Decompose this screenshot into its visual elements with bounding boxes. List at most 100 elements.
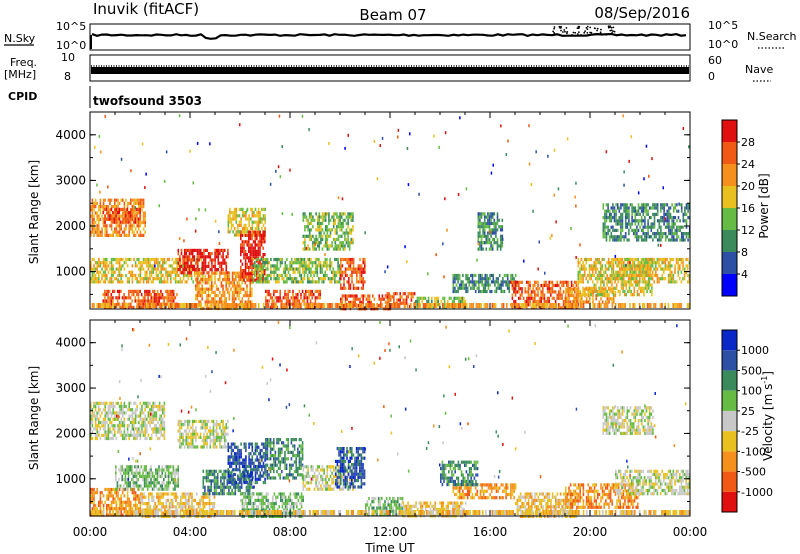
heatmap-cell	[259, 217, 262, 221]
heatmap-cell	[405, 298, 408, 302]
heatmap-cell	[562, 299, 565, 304]
heatmap-cell	[246, 209, 248, 213]
heatmap-cell	[571, 303, 574, 308]
heatmap-cell	[266, 299, 269, 303]
heatmap-cell	[107, 293, 109, 297]
heatmap-cell	[477, 247, 480, 251]
heatmap-cell	[236, 294, 239, 298]
heatmap-cell	[458, 303, 460, 308]
heatmap-cell	[110, 207, 113, 211]
heatmap-cell	[295, 293, 297, 297]
heatmap-cell	[232, 223, 234, 227]
heatmap-cell	[134, 217, 137, 221]
heatmap-cell	[477, 215, 480, 219]
heatmap-cell	[350, 228, 353, 232]
heatmap-cell	[663, 206, 665, 210]
heatmap-cell	[117, 261, 119, 265]
heatmap-cell	[115, 227, 118, 231]
heatmap-cell	[340, 215, 343, 219]
heatmap-cell	[163, 280, 166, 284]
heatmap-cell	[154, 264, 156, 268]
heatmap-cell	[90, 261, 92, 265]
heatmap-cell	[452, 280, 455, 284]
heatmap-cell	[638, 283, 640, 287]
heatmap-cell	[438, 145, 440, 149]
heatmap-cell	[632, 261, 635, 265]
heatmap-cell	[317, 296, 320, 300]
heatmap-cell	[687, 203, 689, 207]
heatmap-cell	[629, 280, 631, 284]
heatmap-cell	[295, 267, 298, 271]
heatmap-cell	[499, 237, 502, 242]
heatmap-cell	[251, 237, 253, 241]
heatmap-cell	[248, 240, 250, 244]
heatmap-cell	[155, 261, 158, 265]
heatmap-cell	[476, 286, 479, 290]
heatmap-cell	[96, 227, 98, 231]
heatmap-cell	[638, 270, 640, 274]
heatmap-cell	[90, 408, 92, 412]
heatmap-cell	[660, 232, 662, 236]
heatmap-cell	[262, 240, 264, 244]
heatmap-cell	[196, 271, 199, 275]
heatmap-cell	[644, 209, 646, 213]
heatmap-cell	[253, 220, 255, 224]
heatmap-cell	[344, 286, 347, 290]
heatmap-cell	[368, 303, 370, 308]
heatmap-cell	[219, 306, 221, 310]
heatmap-cell	[338, 270, 341, 274]
heatmap-cell	[298, 257, 301, 262]
heatmap-cell	[122, 273, 124, 278]
heatmap-cell	[455, 283, 458, 287]
heatmap-cell	[112, 427, 114, 431]
heatmap-cell	[108, 217, 111, 221]
heatmap-cell	[201, 306, 203, 310]
heatmap-cell	[124, 296, 127, 300]
heatmap-cell	[346, 257, 348, 262]
heatmap-cell	[123, 217, 125, 221]
heatmap-cell	[279, 299, 281, 303]
heatmap-cell	[616, 257, 619, 262]
heatmap-cell	[236, 303, 239, 307]
heatmap-cell	[144, 230, 146, 234]
heatmap-cell	[602, 235, 605, 239]
heatmap-cell	[349, 273, 352, 278]
heatmap-cell	[577, 296, 579, 300]
heatmap-cell	[496, 215, 499, 219]
heatmap-cell	[252, 230, 255, 234]
heatmap-cell	[676, 219, 678, 223]
heatmap-cell	[220, 255, 223, 259]
heatmap-cell	[257, 249, 260, 253]
heatmap-cell	[643, 261, 646, 265]
heatmap-cell	[650, 228, 653, 232]
heatmap-cell	[290, 277, 293, 281]
heatmap-cell	[602, 203, 605, 207]
heatmap-cell	[471, 280, 474, 284]
heatmap-cell	[622, 289, 624, 294]
heatmap-cell	[106, 261, 108, 265]
heatmap-cell	[587, 290, 589, 294]
heatmap-cell	[94, 273, 97, 278]
heatmap-cell	[122, 420, 124, 425]
heatmap-cell	[624, 206, 627, 210]
heatmap-cell	[93, 411, 95, 415]
heatmap-cell	[457, 273, 459, 278]
heatmap-cell	[397, 135, 399, 139]
heatmap-cell	[684, 206, 686, 210]
heatmap-cell	[324, 264, 327, 268]
heatmap-cell	[442, 242, 444, 246]
heatmap-cell	[195, 284, 197, 288]
heatmap-cell	[473, 273, 475, 278]
heatmap-cell	[655, 264, 657, 268]
heatmap-cell	[347, 133, 349, 137]
heatmap-cell	[98, 224, 100, 228]
y-tick-label: 2000	[55, 219, 86, 233]
heatmap-cell	[567, 283, 570, 288]
heatmap-cell	[568, 300, 570, 304]
heatmap-cell	[624, 203, 627, 207]
heatmap-cell	[359, 277, 361, 281]
heatmap-cell	[122, 411, 124, 415]
heatmap-cell	[278, 273, 280, 278]
heatmap-cell	[122, 433, 124, 437]
heatmap-cell	[514, 303, 516, 308]
